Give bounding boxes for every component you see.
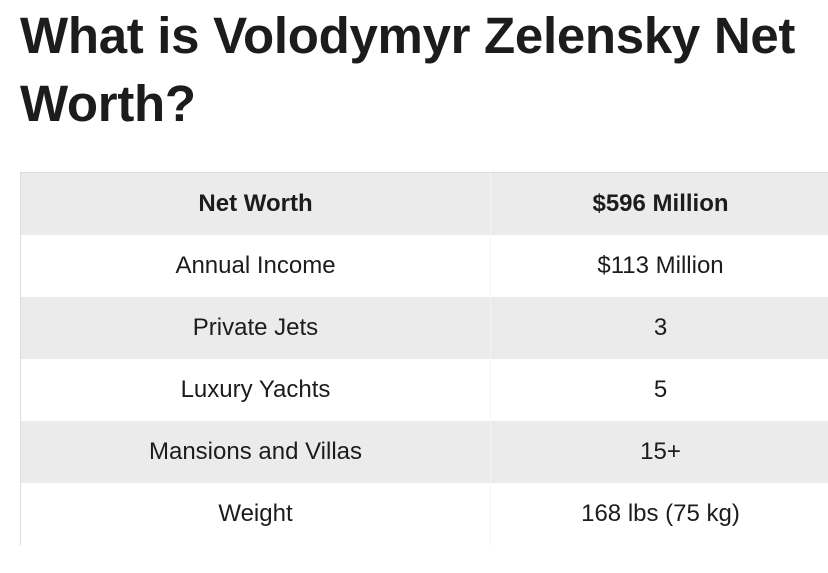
table-cell: Annual Income bbox=[175, 252, 336, 279]
table-cell: 5 bbox=[490, 359, 828, 421]
table-row: Mansions and Villas 15+ bbox=[20, 421, 828, 483]
table-row: Weight 168 lbs (75 kg) bbox=[20, 483, 828, 545]
table-head: Net Worth $596 Million bbox=[20, 172, 828, 235]
table-row: Private Jets 3 bbox=[20, 297, 828, 359]
table-cell: 168 lbs (75 kg) bbox=[490, 483, 828, 545]
header-cell: $596 Million bbox=[490, 172, 828, 235]
table-cell: Mansions and Villas bbox=[148, 438, 362, 465]
table-cell: Private Jets bbox=[192, 314, 319, 341]
table-cell: Luxury Yachts bbox=[180, 376, 331, 403]
header-row: Net Worth $596 Million bbox=[20, 172, 828, 235]
table-cell: $113 Million bbox=[490, 235, 828, 297]
header-cell: Net Worth bbox=[198, 190, 313, 217]
table-cell: 15+ bbox=[490, 421, 828, 483]
table-row: Annual Income $113 Million bbox=[20, 235, 828, 297]
article-title: What is Volodymyr Zelensky Net Worth? bbox=[20, 7, 796, 132]
net-worth-table: Net Worth $596 Million Annual Income $113… bbox=[20, 172, 828, 545]
table-body: Annual Income $113 Million Private Jets 3 Lu… bbox=[20, 235, 828, 545]
table-cell: 3 bbox=[490, 297, 828, 359]
table-cell: Weight bbox=[218, 500, 293, 527]
table-row: Luxury Yachts 5 bbox=[20, 359, 828, 421]
